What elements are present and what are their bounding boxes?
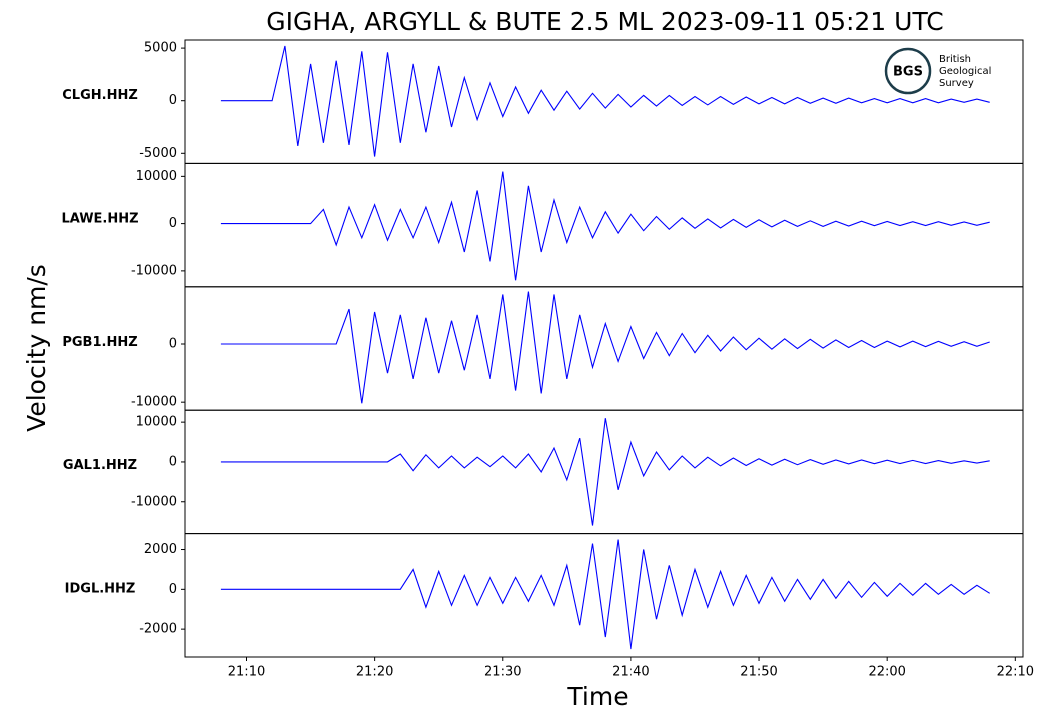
x-tick-label: 22:10: [997, 665, 1034, 680]
logo-text: Survey: [939, 78, 974, 89]
x-tick-label: 21:40: [612, 665, 649, 680]
x-tick-label: 22:00: [868, 665, 905, 680]
panel-frame: [184, 286, 1024, 411]
y-tick-label: 0: [169, 336, 177, 351]
y-tick-label: 10000: [136, 415, 177, 430]
y-tick-label: 0: [169, 93, 177, 108]
trace: [220, 291, 990, 404]
panel-frame: [184, 533, 1024, 658]
y-tick-label: 2000: [144, 542, 177, 557]
x-tick-label: 21:20: [356, 665, 393, 680]
y-tick-label: 0: [169, 216, 177, 231]
y-tick-label: 0: [169, 582, 177, 597]
y-tick-label: -10000: [131, 395, 177, 410]
y-tick-label: 10000: [136, 169, 177, 184]
y-tick-label: -2000: [139, 622, 177, 637]
logo-ring: [884, 47, 932, 95]
logo-text: British: [939, 54, 971, 65]
trace: [220, 45, 990, 157]
chart-title: GIGHA, ARGYLL & BUTE 2.5 ML 2023-09-11 0…: [266, 7, 943, 36]
y-axis-label: Velocity nm/s: [22, 264, 51, 432]
station-label: PGB1.HHZ: [62, 335, 137, 350]
x-axis-label: Time: [566, 682, 628, 711]
y-tick-label: -5000: [139, 146, 177, 161]
station-label: GAL1.HHZ: [63, 458, 137, 473]
station-label: LAWE.HHZ: [61, 211, 138, 226]
x-tick-label: 21:10: [228, 665, 265, 680]
y-tick-label: -10000: [131, 263, 177, 278]
x-tick-label: 21:30: [484, 665, 521, 680]
trace: [220, 171, 990, 281]
trace: [220, 418, 990, 526]
station-label: IDGL.HHZ: [65, 582, 136, 597]
y-tick-label: -10000: [131, 494, 177, 509]
x-tick-label: 21:50: [740, 665, 777, 680]
y-tick-label: 5000: [144, 41, 177, 56]
logo-text: Geological: [939, 66, 991, 77]
y-tick-label: 0: [169, 454, 177, 469]
trace: [220, 539, 990, 650]
logo-abbreviation: BGS: [893, 65, 923, 80]
station-label: CLGH.HHZ: [62, 88, 138, 103]
